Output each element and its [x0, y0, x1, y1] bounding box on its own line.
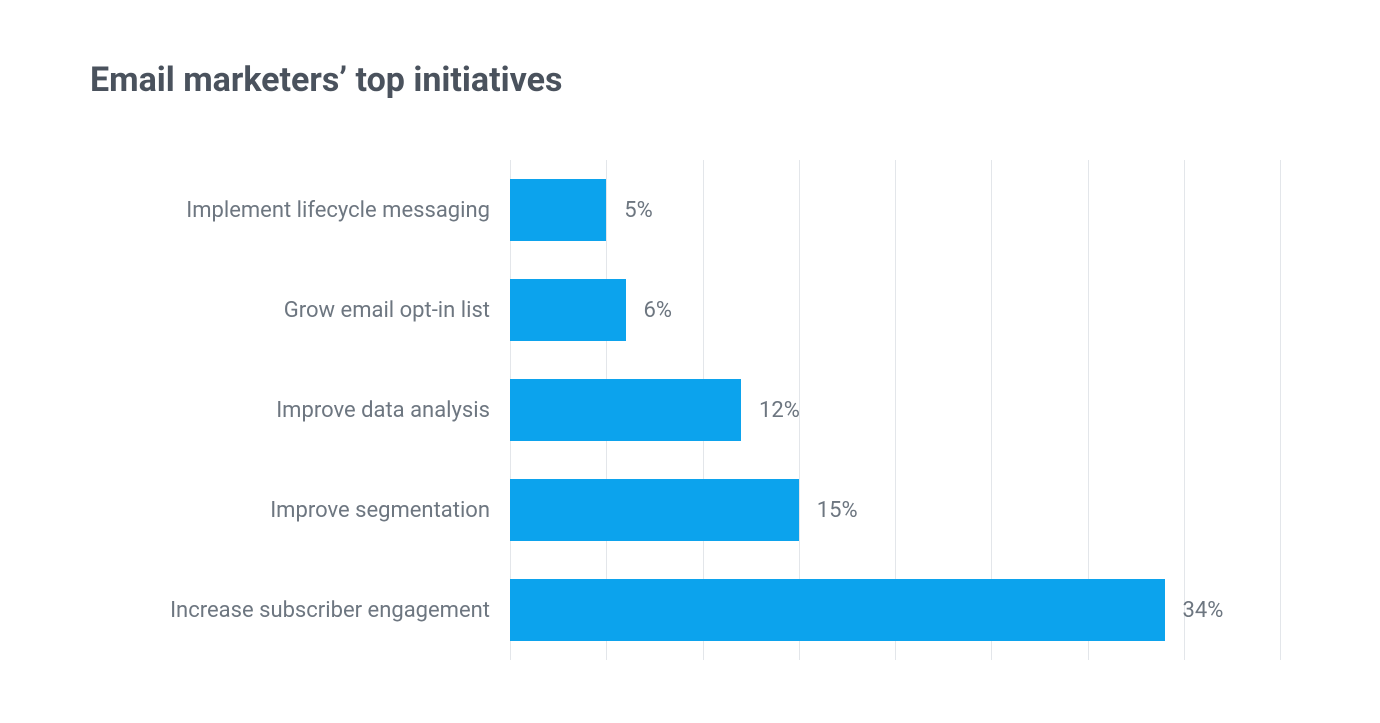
bar [510, 179, 606, 241]
bar-zone: 5% [510, 160, 1280, 260]
category-label: Improve segmentation [90, 498, 510, 523]
category-label: Grow email opt-in list [90, 298, 510, 323]
chart-row: Improve segmentation 15% [90, 460, 1290, 560]
bar-zone: 15% [510, 460, 1280, 560]
value-label: 34% [1183, 598, 1224, 623]
category-label: Improve data analysis [90, 398, 510, 423]
value-label: 5% [624, 198, 652, 223]
value-label: 15% [817, 498, 858, 523]
chart-row: Grow email opt-in list 6% [90, 260, 1290, 360]
category-label: Implement lifecycle messaging [90, 198, 510, 223]
bar [510, 479, 799, 541]
chart: Implement lifecycle messaging 5% Grow emai… [90, 160, 1290, 660]
bar-zone: 34% [510, 560, 1280, 660]
page: Email marketers’ top initiatives Impleme… [0, 0, 1380, 723]
chart-rows: Implement lifecycle messaging 5% Grow emai… [90, 160, 1290, 660]
bar [510, 579, 1165, 641]
chart-row: Implement lifecycle messaging 5% [90, 160, 1290, 260]
value-label: 6% [644, 298, 672, 323]
chart-row: Increase subscriber engagement 34% [90, 560, 1290, 660]
bar-zone: 12% [510, 360, 1280, 460]
category-label: Increase subscriber engagement [90, 598, 510, 623]
bar [510, 279, 626, 341]
chart-title: Email marketers’ top initiatives [90, 60, 1290, 100]
bar [510, 379, 741, 441]
bar-zone: 6% [510, 260, 1280, 360]
value-label: 12% [759, 398, 800, 423]
chart-row: Improve data analysis 12% [90, 360, 1290, 460]
